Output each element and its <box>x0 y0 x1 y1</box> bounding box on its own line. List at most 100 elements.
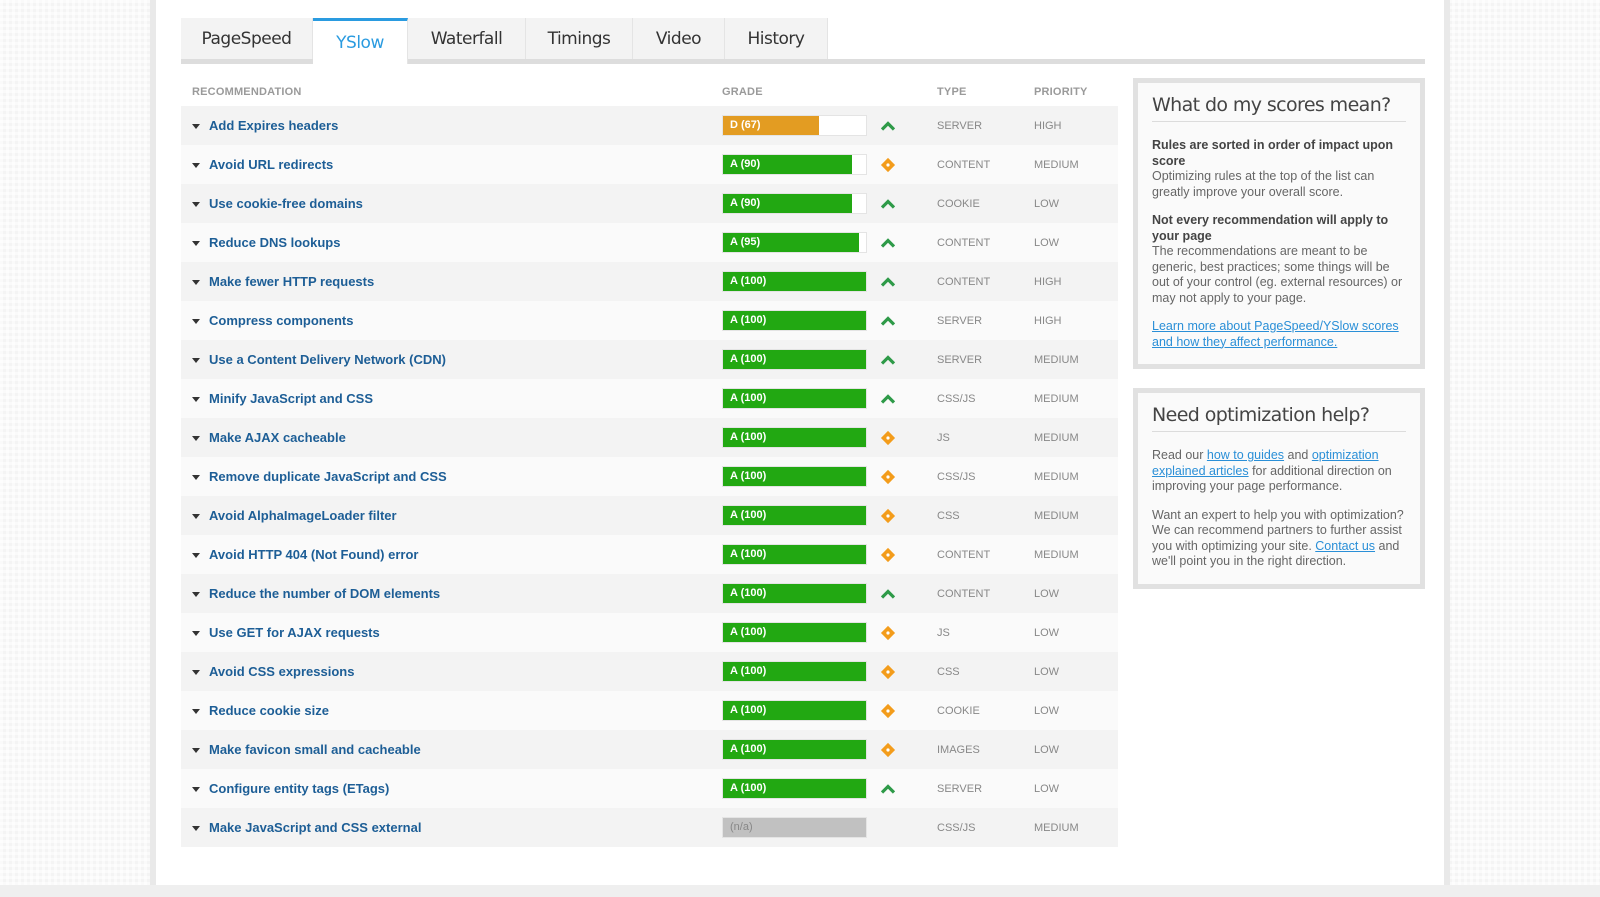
table-row[interactable]: Remove duplicate JavaScript and CSS A (10… <box>181 457 1118 496</box>
grade-bar: D (67) <box>722 115 867 136</box>
priority-cell: LOW <box>1034 626 1060 639</box>
tab-timings[interactable]: Timings <box>526 18 633 59</box>
grade-bar: A (90) <box>722 193 867 214</box>
table-row[interactable]: Make favicon small and cacheable A (100) I… <box>181 730 1118 769</box>
tab-waterfall[interactable]: Waterfall <box>408 18 526 59</box>
expand-caret-icon[interactable] <box>192 318 200 324</box>
recommendation-link[interactable]: Minify JavaScript and CSS <box>209 391 373 406</box>
scores-box-title: What do my scores mean? <box>1152 94 1406 122</box>
grade-bar-fill: A (100) <box>723 779 866 798</box>
expand-caret-icon[interactable] <box>192 786 200 792</box>
table-row[interactable]: Avoid CSS expressions A (100) CSS LOW <box>181 652 1118 691</box>
diamond-icon <box>879 663 897 681</box>
expand-caret-icon[interactable] <box>192 201 200 207</box>
expand-caret-icon[interactable] <box>192 708 200 714</box>
recommendation-link[interactable]: Use a Content Delivery Network (CDN) <box>209 352 446 367</box>
recommendation-link[interactable]: Avoid URL redirects <box>209 157 334 172</box>
recommendation-link[interactable]: Reduce DNS lookups <box>209 235 341 250</box>
expand-caret-icon[interactable] <box>192 396 200 402</box>
recommendation-link[interactable]: Avoid AlphaImageLoader filter <box>209 508 397 523</box>
expand-caret-icon[interactable] <box>192 747 200 753</box>
recommendation-link[interactable]: Make AJAX cacheable <box>209 430 346 445</box>
recommendation-cell: Make fewer HTTP requests <box>181 274 722 289</box>
scores-box-para-1-text: Optimizing rules at the top of the list … <box>1152 169 1375 199</box>
recommendation-link[interactable]: Compress components <box>209 313 354 328</box>
recommendation-link[interactable]: Avoid HTTP 404 (Not Found) error <box>209 547 419 562</box>
recommendation-cell: Avoid CSS expressions <box>181 664 722 679</box>
table-row[interactable]: Avoid AlphaImageLoader filter A (100) CSS M… <box>181 496 1118 535</box>
diamond-icon <box>879 429 897 447</box>
expand-caret-icon[interactable] <box>192 591 200 597</box>
priority-cell: MEDIUM <box>1034 431 1079 444</box>
grade-bar: A (100) <box>722 661 867 682</box>
scores-box-para-2: Not every recommendation will apply to y… <box>1152 213 1406 306</box>
table-row[interactable]: Avoid HTTP 404 (Not Found) error A (100) C… <box>181 535 1118 574</box>
table-row[interactable]: Use a Content Delivery Network (CDN) A (1… <box>181 340 1118 379</box>
chevron-up-icon <box>879 195 897 213</box>
recommendation-link[interactable]: Make fewer HTTP requests <box>209 274 375 289</box>
table-row[interactable]: Use cookie-free domains A (90) COOKIE LOW <box>181 184 1118 223</box>
table-row[interactable]: Minify JavaScript and CSS A (100) CSS/JS ME… <box>181 379 1118 418</box>
grade-bar-fill: (n/a) <box>723 818 866 837</box>
expand-caret-icon[interactable] <box>192 474 200 480</box>
grade-bar-fill: A (90) <box>723 194 852 213</box>
how-to-guides-link[interactable]: how to guides <box>1206 448 1285 462</box>
recommendation-link[interactable]: Make favicon small and cacheable <box>209 742 421 757</box>
recommendation-link[interactable]: Use cookie-free domains <box>209 196 363 211</box>
grade-bar-fill: A (100) <box>723 701 866 720</box>
table-row[interactable]: Reduce cookie size A (100) COOKIE LOW <box>181 691 1118 730</box>
priority-cell: LOW <box>1034 704 1060 717</box>
grade-cell: A (100) <box>722 466 937 487</box>
expand-caret-icon[interactable] <box>192 162 200 168</box>
table-row[interactable]: Make fewer HTTP requests A (100) CONTENT HI… <box>181 262 1118 301</box>
table-row[interactable]: Make JavaScript and CSS external (n/a) CSS… <box>181 808 1118 847</box>
table-row[interactable]: Configure entity tags (ETags) A (100) SERV… <box>181 769 1118 808</box>
recommendation-link[interactable]: Avoid CSS expressions <box>209 664 355 679</box>
recommendation-link[interactable]: Remove duplicate JavaScript and CSS <box>209 469 447 484</box>
recommendation-link[interactable]: Use GET for AJAX requests <box>209 625 380 640</box>
table-row[interactable]: Reduce the number of DOM elements A (100)… <box>181 574 1118 613</box>
table-row[interactable]: Use GET for AJAX requests A (100) JS LOW <box>181 613 1118 652</box>
grade-bar: A (100) <box>722 544 867 565</box>
recommendation-cell: Reduce the number of DOM elements <box>181 586 722 601</box>
type-cell: CONTENT <box>937 236 991 249</box>
contact-us-link[interactable]: Contact us <box>1315 538 1376 553</box>
grade-bar: A (100) <box>722 778 867 799</box>
expand-caret-icon[interactable] <box>192 552 200 558</box>
grade-bar-fill: D (67) <box>723 116 819 135</box>
recommendation-link[interactable]: Make JavaScript and CSS external <box>209 820 422 835</box>
priority-cell: MEDIUM <box>1034 470 1079 483</box>
grade-cell: A (100) <box>722 427 937 448</box>
main-panel: PageSpeed YSlow Waterfall Timings Video Histo… <box>150 0 1450 885</box>
type-cell: CSS <box>937 509 960 522</box>
recommendation-link[interactable]: Reduce cookie size <box>209 703 329 718</box>
recommendation-cell: Make favicon small and cacheable <box>181 742 722 757</box>
expand-caret-icon[interactable] <box>192 630 200 636</box>
recommendation-link[interactable]: Reduce the number of DOM elements <box>209 586 441 601</box>
table-row[interactable]: Reduce DNS lookups A (95) CONTENT LOW <box>181 223 1118 262</box>
expand-caret-icon[interactable] <box>192 513 200 519</box>
grade-bar-fill: A (95) <box>723 233 859 252</box>
recommendation-link[interactable]: Add Expires headers <box>209 118 339 133</box>
table-row[interactable]: Add Expires headers D (67) SERVER HIGH <box>181 106 1118 145</box>
expand-caret-icon[interactable] <box>192 825 200 831</box>
learn-more-link[interactable]: Learn more about PageSpeed/YSlow scores … <box>1152 319 1399 349</box>
tab-yslow[interactable]: YSlow <box>313 18 408 64</box>
expand-caret-icon[interactable] <box>192 279 200 285</box>
expand-caret-icon[interactable] <box>192 357 200 363</box>
expand-caret-icon[interactable] <box>192 123 200 129</box>
recommendation-link[interactable]: Configure entity tags (ETags) <box>209 781 390 796</box>
table-row[interactable]: Avoid URL redirects A (90) CONTENT MEDIUM <box>181 145 1118 184</box>
recommendation-cell: Reduce cookie size <box>181 703 722 718</box>
optimization-articles-link[interactable]: optimization explained articles <box>1152 448 1379 478</box>
tab-history[interactable]: History <box>725 18 828 59</box>
table-row[interactable]: Make AJAX cacheable A (100) JS MEDIUM <box>181 418 1118 457</box>
recommendation-cell: Make AJAX cacheable <box>181 430 722 445</box>
priority-cell: LOW <box>1034 743 1060 756</box>
expand-caret-icon[interactable] <box>192 669 200 675</box>
table-row[interactable]: Compress components A (100) SERVER HIGH <box>181 301 1118 340</box>
tab-pagespeed[interactable]: PageSpeed <box>181 18 313 59</box>
expand-caret-icon[interactable] <box>192 435 200 441</box>
tab-video[interactable]: Video <box>633 18 725 59</box>
expand-caret-icon[interactable] <box>192 240 200 246</box>
